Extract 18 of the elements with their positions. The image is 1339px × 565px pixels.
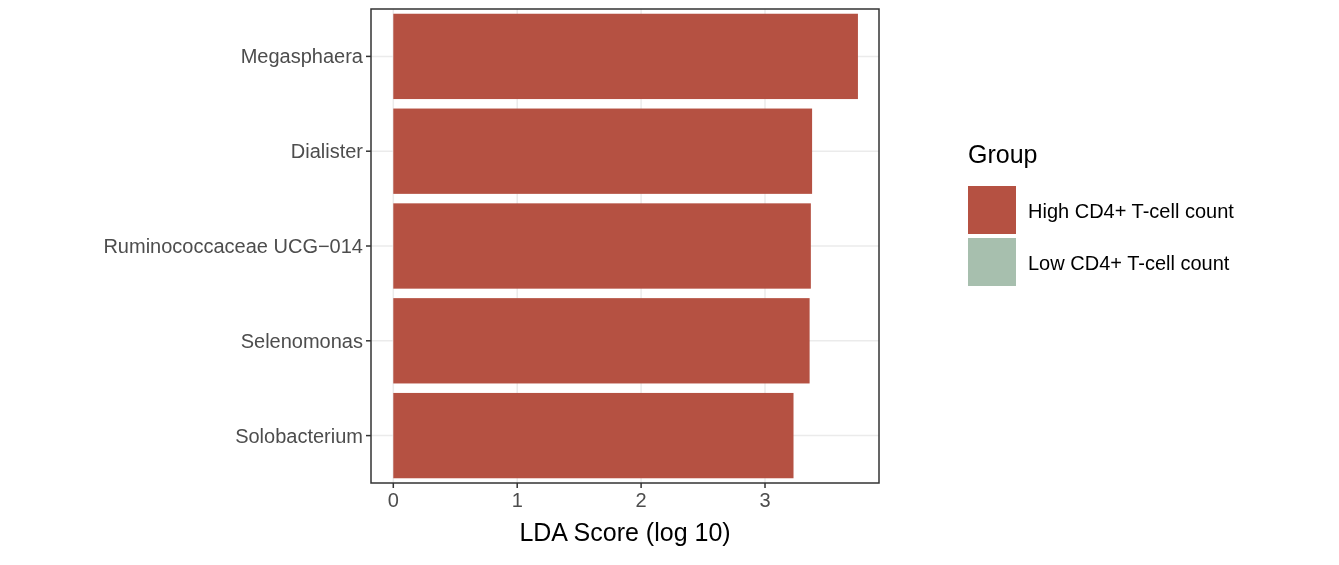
x-axis-title: LDA Score (log 10) — [519, 518, 731, 546]
legend-label: Low CD4+ T-cell count — [1028, 252, 1230, 274]
bar — [393, 13, 858, 100]
x-tick-label: 2 — [635, 489, 647, 511]
x-tick-label: 1 — [511, 489, 523, 511]
x-tick-label: 0 — [387, 489, 399, 511]
legend-title: Group — [968, 140, 1038, 168]
y-tick-label: Megasphaera — [240, 45, 364, 68]
y-tick-label: Selenomonas — [240, 329, 363, 352]
bar — [393, 392, 794, 479]
y-tick-label: Solobacterium — [235, 424, 363, 447]
bar — [393, 108, 813, 194]
y-tick-label: Ruminococcaceae UCG−014 — [103, 235, 363, 257]
legend-label: High CD4+ T-cell count — [1028, 200, 1235, 222]
y-tick-label: Dialister — [290, 140, 364, 163]
bar — [393, 203, 811, 289]
x-tick-label: 3 — [759, 489, 771, 511]
bar — [393, 298, 810, 384]
